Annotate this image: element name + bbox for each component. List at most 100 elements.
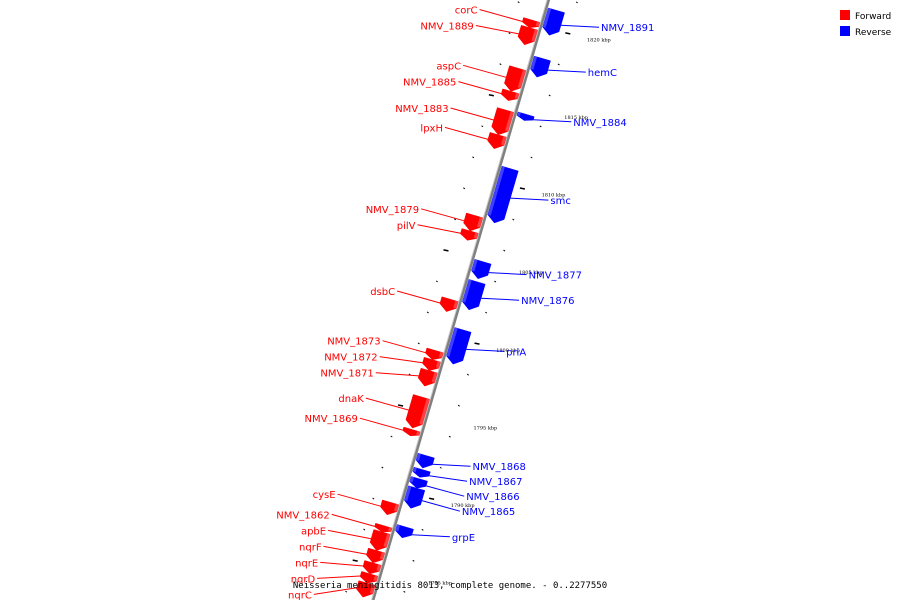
- gene-NMV_1879[interactable]: [463, 212, 484, 232]
- genome-axis: [371, 0, 551, 600]
- gene-priA[interactable]: [446, 327, 472, 365]
- gene-NMV_1862[interactable]: [374, 522, 393, 533]
- label-leader: [450, 107, 494, 121]
- gene-smc[interactable]: [487, 165, 519, 224]
- gene-shade-priA: [446, 327, 458, 357]
- tick-label: 1800 kbp: [496, 348, 520, 354]
- gene-dnaK[interactable]: [405, 394, 430, 429]
- gene-shade-dnaK: [419, 398, 430, 425]
- gene-label-nqrE: nqrE: [295, 558, 318, 569]
- label-leader: [481, 297, 520, 301]
- minor-tick: [530, 156, 533, 159]
- minor-tick: [457, 404, 460, 407]
- gene-shade-NMV_1885: [514, 92, 519, 99]
- label-leader: [417, 224, 461, 234]
- gene-aspC[interactable]: [504, 65, 527, 92]
- gene-label-lpxH: lpxH: [420, 123, 443, 134]
- gene-label-cysE: cysE: [313, 490, 336, 501]
- gene-shade-nqrF: [379, 552, 385, 560]
- gene-NMV_1877[interactable]: [471, 258, 492, 279]
- gene-apbE[interactable]: [369, 529, 391, 551]
- gene-NMV_1885[interactable]: [500, 88, 520, 101]
- gene-hemC[interactable]: [530, 55, 551, 78]
- gene-shade-NMV_1867: [412, 467, 417, 473]
- minor-tick: [421, 528, 424, 531]
- gene-shade-NMV_1871: [431, 372, 438, 383]
- label-leader: [331, 513, 375, 527]
- gene-NMV_1891[interactable]: [542, 7, 565, 36]
- gene-lpxH[interactable]: [487, 132, 507, 149]
- legend: Forward Reverse: [840, 10, 892, 38]
- gene-label-nqrF: nqrF: [299, 542, 322, 553]
- gene-label-NMV_1871: NMV_1871: [320, 369, 373, 380]
- gene-shade-apbE: [383, 533, 391, 548]
- label-leader: [313, 587, 357, 595]
- gene-nqrC[interactable]: [356, 580, 376, 598]
- label-leader: [547, 69, 586, 73]
- minor-tick: [439, 466, 442, 469]
- gene-nqrD[interactable]: [359, 571, 379, 584]
- gene-label-pilV: pilV: [397, 221, 416, 232]
- gene-NMV_1872[interactable]: [422, 356, 441, 371]
- tick-label: 1805 kbp: [519, 270, 543, 276]
- gene-shade-nqrE: [376, 564, 382, 572]
- label-leader: [533, 119, 572, 123]
- gene-NMV_1889[interactable]: [517, 24, 538, 46]
- minor-tick: [372, 497, 375, 500]
- tick-label: 1820 kbp: [587, 38, 611, 44]
- gene-nqrF[interactable]: [366, 547, 386, 564]
- gene-NMV_1883[interactable]: [491, 107, 514, 136]
- gene-nqrE[interactable]: [362, 560, 382, 575]
- gene-dsbC[interactable]: [439, 296, 459, 312]
- gene-shade-NMV_1876: [462, 279, 472, 303]
- gene-NMV_1865[interactable]: [404, 485, 426, 509]
- gene-label-NMV_1889: NMV_1889: [420, 22, 473, 33]
- gene-NMV_1867[interactable]: [412, 466, 431, 478]
- gene-NMV_1873[interactable]: [425, 347, 444, 360]
- minor-tick: [494, 280, 497, 283]
- gene-NMV_1876[interactable]: [462, 279, 486, 311]
- gene-shade-NMV_1868: [416, 453, 421, 461]
- gene-labels: corC NMV_1889 NMV_1891 hemC aspC NMV_1885 NMV_…: [276, 6, 654, 600]
- label-leader: [411, 534, 450, 538]
- gene-NMV_1866[interactable]: [409, 476, 428, 489]
- gene-shade-lpxH: [501, 136, 507, 146]
- label-leader: [475, 25, 519, 35]
- gene-shade-NMV_1883: [505, 111, 514, 132]
- label-leader: [488, 272, 527, 276]
- gene-label-NMV_1876: NMV_1876: [521, 296, 574, 307]
- minor-tick: [557, 63, 560, 66]
- label-leader: [421, 500, 461, 512]
- gene-label-aspC: aspC: [436, 61, 461, 72]
- gene-cysE[interactable]: [380, 499, 400, 516]
- label-leader: [458, 81, 502, 95]
- minor-tick: [517, 1, 520, 4]
- gene-shade-NMV_1877: [471, 259, 478, 272]
- tick-label: 1815 kbp: [564, 115, 588, 121]
- gene-label-smc: smc: [550, 196, 570, 207]
- gene-label-nqrC: nqrC: [288, 590, 312, 600]
- major-tick: [474, 342, 480, 345]
- gene-shade-corC: [535, 21, 540, 27]
- gene-NMV_1869[interactable]: [402, 426, 421, 436]
- gene-label-NMV_1869: NMV_1869: [304, 414, 357, 425]
- axis-highlight: [371, 0, 548, 600]
- gene-shade-NMV_1884: [516, 111, 521, 117]
- gene-label-nqrD: nqrD: [291, 574, 316, 585]
- gene-label-NMV_1868: NMV_1868: [473, 462, 526, 473]
- gene-pilV[interactable]: [460, 228, 479, 241]
- legend-label-forward: Forward: [855, 12, 891, 22]
- gene-NMV_1868[interactable]: [415, 452, 435, 469]
- gene-NMV_1884[interactable]: [516, 111, 535, 121]
- label-leader: [479, 9, 523, 22]
- tick-label: 1795 kbp: [474, 425, 498, 431]
- gene-NMV_1871[interactable]: [417, 367, 438, 387]
- minor-tick: [412, 559, 415, 562]
- minor-tick: [548, 94, 551, 97]
- gene-label-dsbC: dsbC: [370, 287, 395, 298]
- gene-grpE[interactable]: [395, 524, 414, 539]
- gene-label-dnaK: dnaK: [338, 394, 364, 405]
- label-leader: [396, 290, 441, 304]
- gene-corC[interactable]: [522, 17, 541, 28]
